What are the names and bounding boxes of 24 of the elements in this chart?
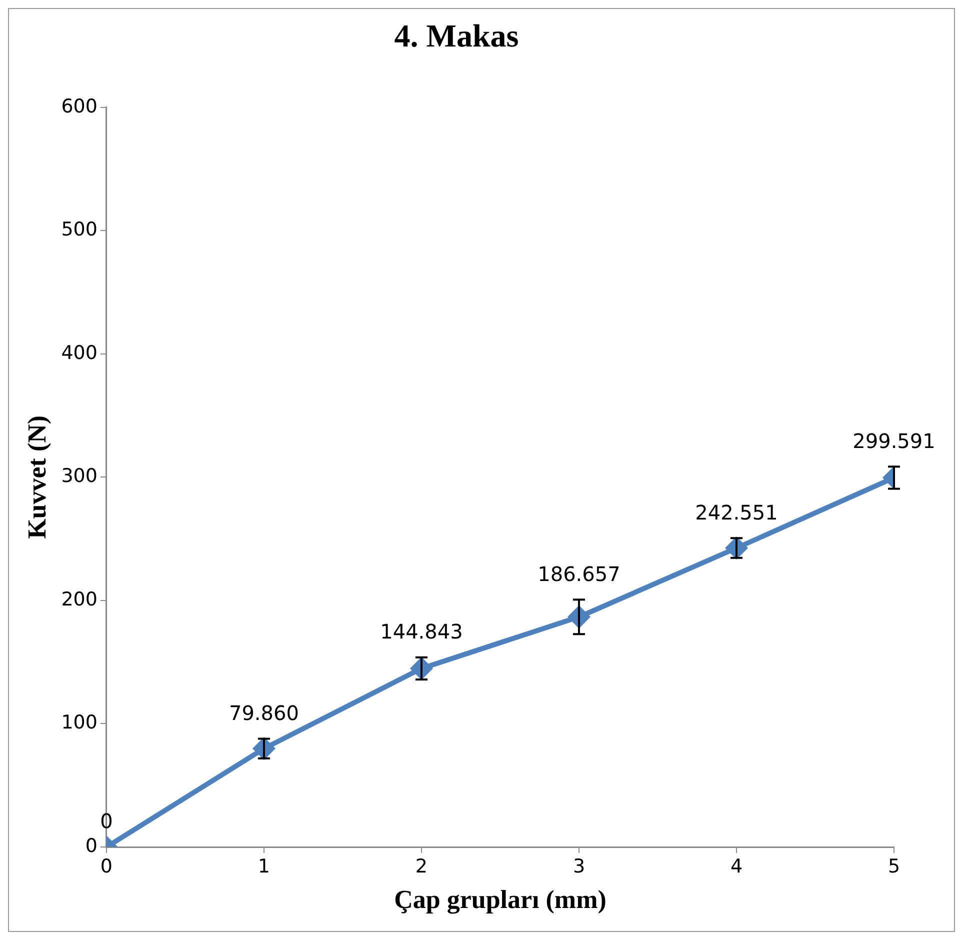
x-tick-label: 5: [888, 855, 900, 878]
text: 242.551: [695, 500, 778, 524]
text: 299.591: [852, 428, 936, 453]
y-tick-label: 0: [85, 834, 98, 857]
x-tick-label: 1: [258, 855, 270, 878]
point: [253, 738, 274, 760]
x-tick-label: 3: [572, 855, 586, 878]
text: 186.657: [538, 562, 620, 586]
y-tick-label: 400: [61, 342, 98, 364]
y-tick-label: 200: [61, 588, 98, 610]
chart-title: 4. Makas: [394, 17, 519, 54]
y-tick-label: 600: [61, 95, 98, 118]
y-tick-label: 500: [61, 218, 98, 241]
text: 0: [100, 809, 113, 834]
x-tick-label: 2: [415, 855, 428, 878]
text: 144.843: [380, 620, 463, 644]
x-tick-label: 4: [730, 855, 743, 878]
y-tick-label: 100: [61, 712, 98, 734]
x-axis-title: Çap grupları (mm): [394, 885, 606, 914]
y-tick-label: 300: [61, 465, 98, 488]
y-axis-title: Kuvvet (N): [22, 415, 52, 539]
text: 79.860: [228, 700, 299, 725]
x-tick-label: 0: [100, 855, 113, 878]
point: [726, 537, 747, 559]
